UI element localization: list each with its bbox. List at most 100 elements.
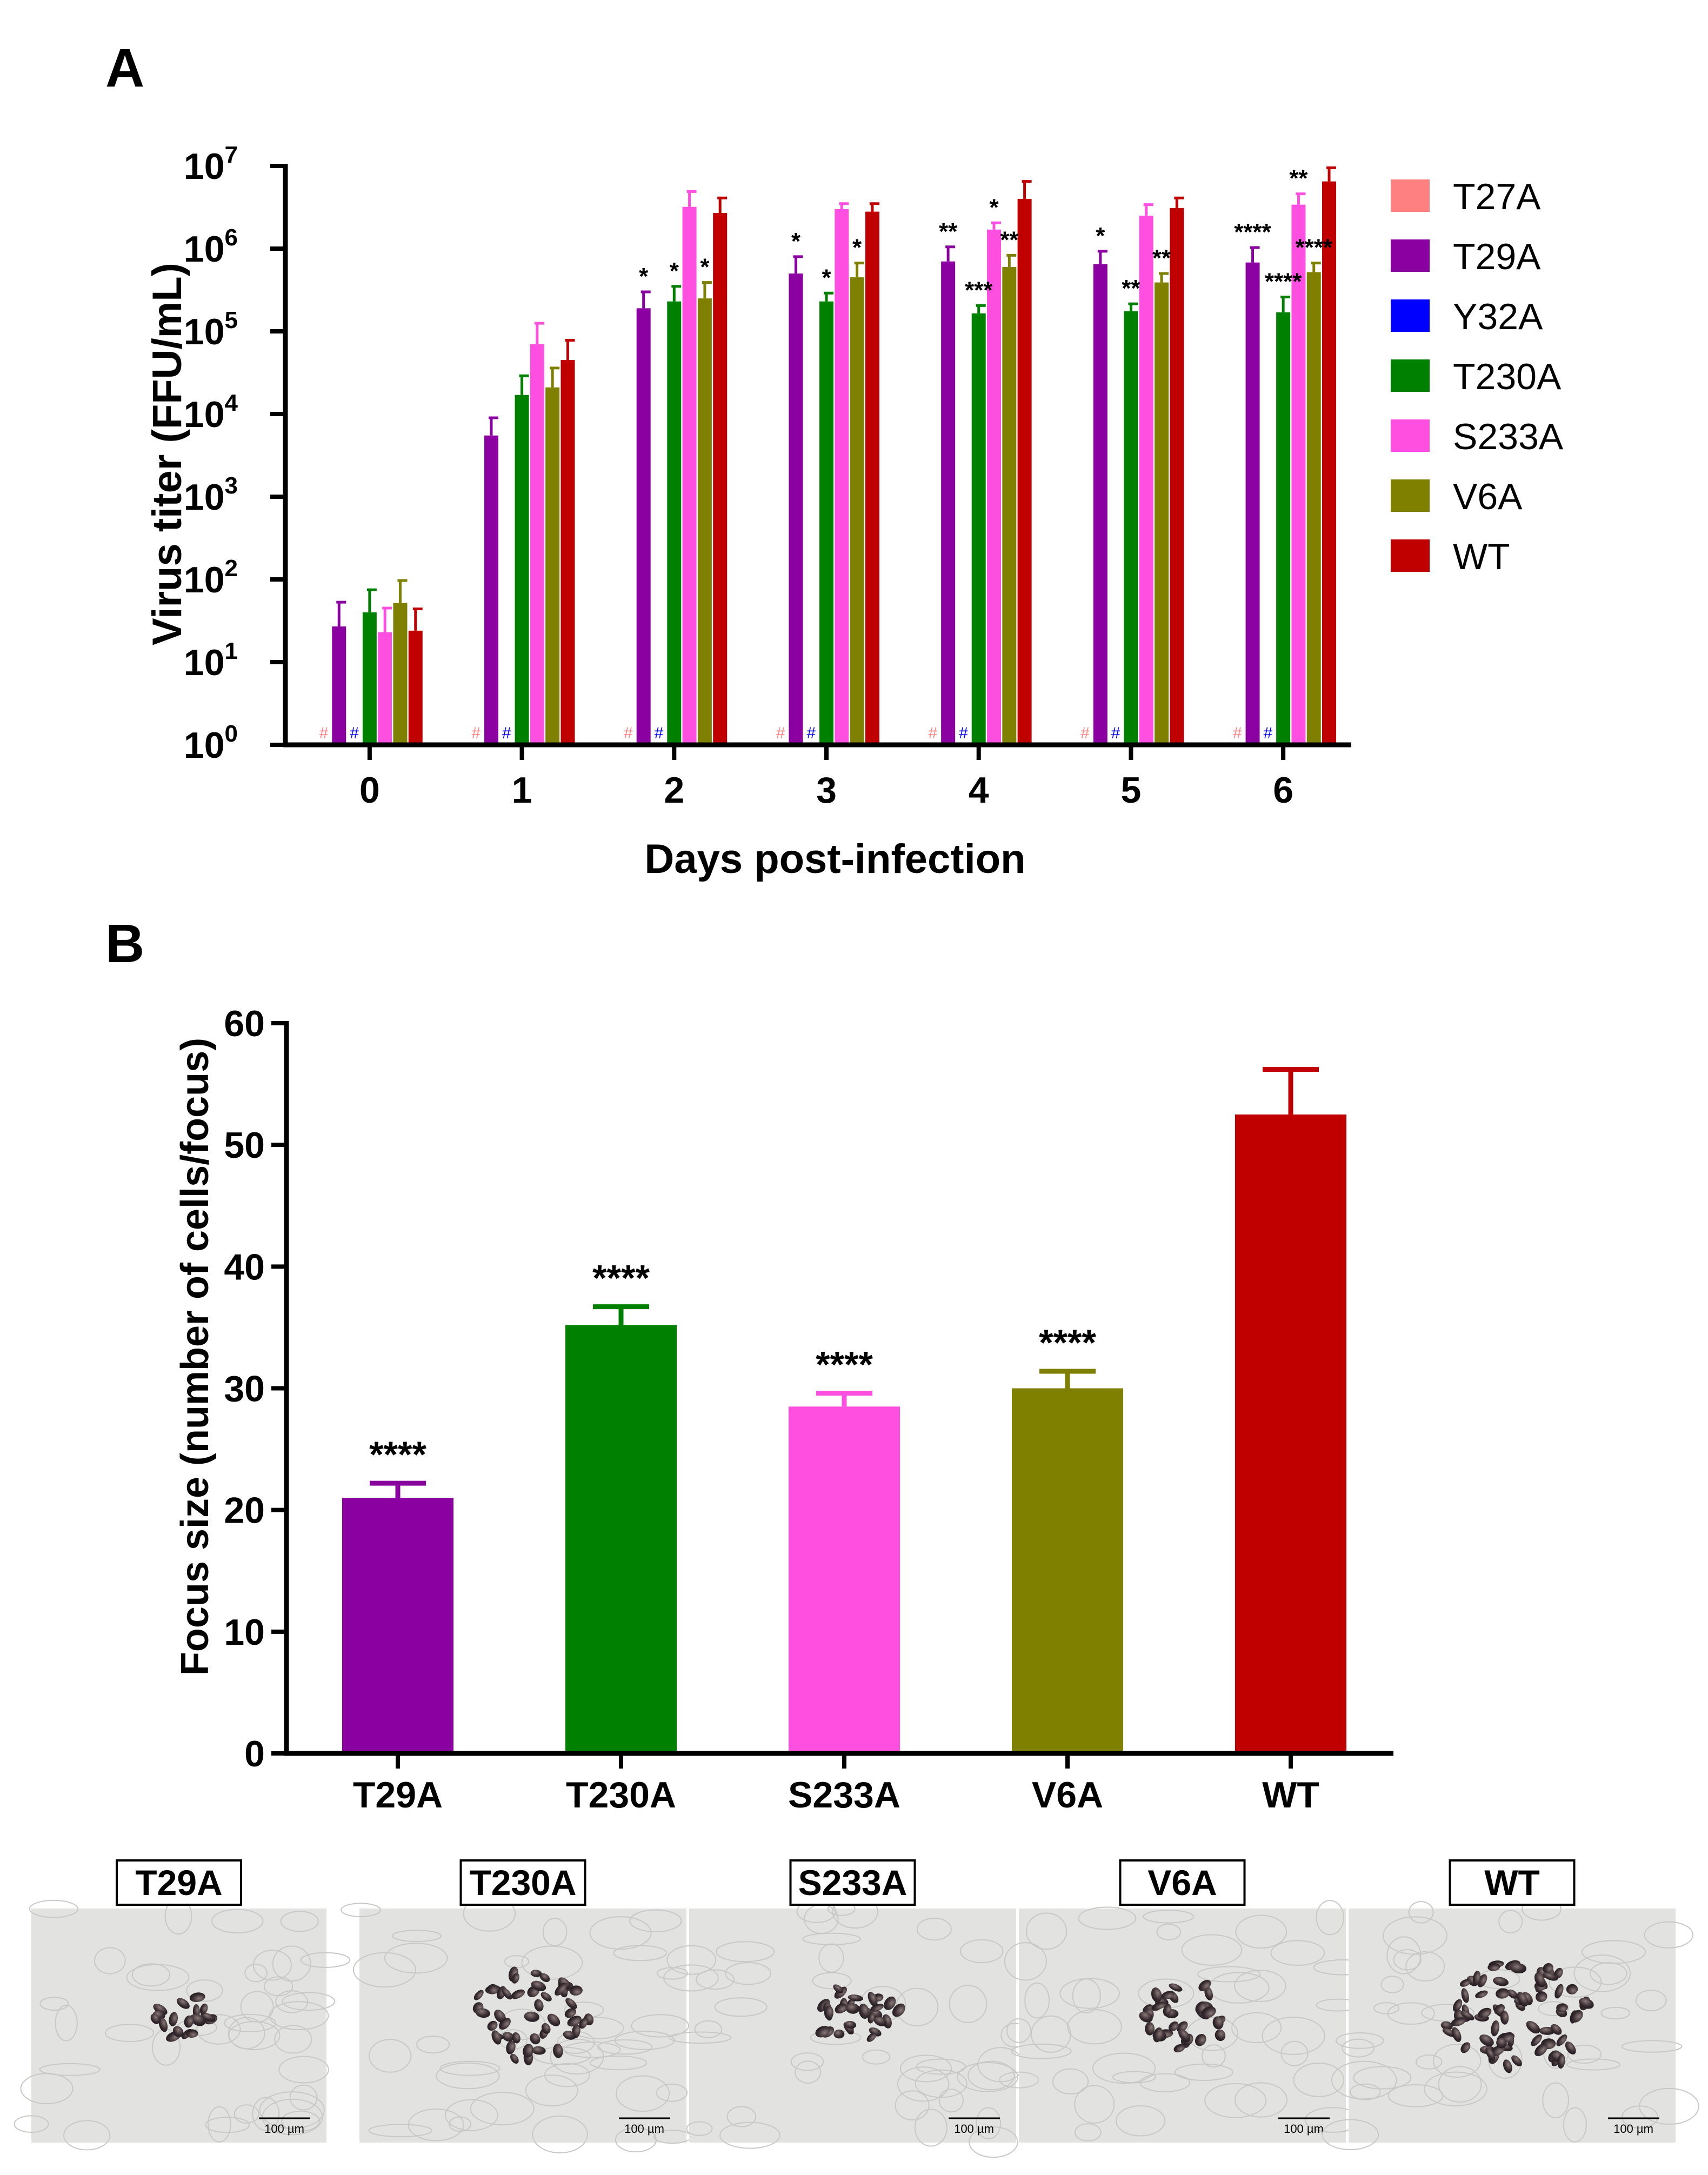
y-tick-label-b: 20 (224, 1490, 265, 1531)
stained-cell (1534, 1972, 1545, 1987)
micrograph-texture (1202, 2044, 1226, 2068)
bar-v6a-day-1 (545, 387, 560, 745)
micrograph-texture (1644, 1921, 1694, 1949)
stained-cell (1479, 2034, 1494, 2046)
stained-cell (153, 2004, 168, 2015)
micrograph-texture (899, 2054, 952, 2083)
micrograph-texture (272, 1945, 311, 1982)
bar-t230a-day-0 (362, 612, 377, 745)
micrograph-texture (1424, 2071, 1487, 2106)
micrograph-texture (1175, 2063, 1233, 2081)
micrograph-texture (1074, 2123, 1102, 2142)
micrograph-texture (205, 2117, 250, 2133)
stained-cell (506, 2040, 516, 2054)
below-detection-marker: # (502, 724, 511, 742)
micrograph-texture (280, 1911, 319, 1932)
micrograph-texture (656, 1967, 688, 1980)
bar-s233a-day-6 (1291, 204, 1306, 745)
bar-wt-day-2 (713, 213, 728, 745)
stained-cell (1152, 2001, 1166, 2010)
micrograph-texture (14, 2115, 49, 2133)
micrograph-texture (818, 1943, 844, 1973)
micrograph-texture (725, 1962, 771, 1985)
stained-cell (1173, 2044, 1185, 2053)
significance-annotation-a: * (822, 264, 831, 291)
micrograph-texture (525, 2074, 578, 2106)
x-tick-label-b: T29A (353, 1774, 443, 1816)
micrograph-label: T29A (135, 1863, 222, 1903)
micrograph-texture (1235, 1914, 1287, 1949)
legend-label-s233a: S233A (1453, 416, 1564, 457)
micrograph-texture (544, 2063, 590, 2087)
stained-cell (541, 2023, 551, 2034)
bar-t29a-day-0 (332, 626, 346, 745)
micrograph-texture (1639, 2087, 1699, 2125)
micrograph-texture (289, 2084, 318, 2111)
stained-cell (1472, 1970, 1481, 1986)
micrograph-v6a: 100 µm V6A (999, 1859, 1373, 2143)
micrograph-t29a: 100 µm T29A (14, 1859, 351, 2151)
stained-cell (1461, 1988, 1469, 2003)
micrograph-texture (1349, 2083, 1381, 2100)
micrograph-texture (449, 2116, 472, 2132)
micrograph-texture (368, 2039, 412, 2073)
micrograph-texture (597, 2039, 653, 2055)
scale-bar-label: 100 µm (264, 2122, 304, 2136)
x-tick-label-b: WT (1262, 1774, 1319, 1816)
micrograph-texture (563, 2041, 621, 2058)
micrograph-texture (196, 2014, 241, 2045)
micrograph-texture (63, 2120, 111, 2151)
stained-cell (1215, 2029, 1226, 2041)
micrograph-texture (613, 1945, 667, 1961)
legend-swatch-s233a (1391, 419, 1430, 452)
micrograph-texture (666, 1945, 717, 1975)
micrograph-texture (1432, 2044, 1482, 2078)
y-axis-label-a: Virus titer (FFU/mL) (144, 263, 190, 645)
stained-cell (158, 2017, 168, 2032)
stained-cell (1169, 1983, 1183, 1992)
bar-t29a-day-4 (941, 261, 956, 745)
bar-t230a (565, 1325, 677, 1753)
micrograph-texture (1542, 2082, 1569, 2119)
micrograph-texture (340, 1903, 382, 1917)
stained-cell (892, 2003, 905, 2017)
micrograph-texture (470, 2092, 535, 2126)
bar-wt (1235, 1114, 1346, 1753)
micrograph-texture (1204, 2083, 1267, 2118)
micrograph-texture (716, 1941, 775, 1963)
micrograph-label-box (1119, 1859, 1246, 1906)
micrograph-texture (968, 2060, 1015, 2091)
stained-cell (539, 1973, 550, 1983)
bar-s233a-day-5 (1139, 216, 1153, 745)
micrograph-texture (1635, 1990, 1667, 2012)
micrograph-texture (1197, 1966, 1261, 1983)
significance-annotation-b: **** (592, 1258, 650, 1299)
micrograph-texture (1566, 2058, 1621, 2071)
stained-cell (833, 2029, 845, 2039)
bar-s233a-day-4 (987, 229, 1002, 745)
micrograph-texture (233, 2104, 259, 2124)
micrograph-texture (1092, 2052, 1156, 2084)
micrograph-texture (352, 1952, 417, 1988)
micrograph-texture (1621, 2040, 1683, 2053)
stained-cell (541, 1992, 552, 2001)
x-ticks-a: 0 1 2 3 4 5 6 (359, 745, 1293, 811)
bar-wt-day-1 (561, 360, 575, 745)
stained-cell (1556, 2034, 1567, 2046)
micrograph-texture (1380, 1976, 1404, 1993)
stained-cell (1534, 2043, 1548, 2057)
micrograph-texture (1006, 2018, 1032, 2043)
micrograph-texture (589, 2056, 648, 2071)
micrograph-texture (281, 2110, 320, 2132)
stained-cell (1201, 2006, 1216, 2018)
y-tick-label-b: 60 (224, 1003, 265, 1044)
stained-cell (866, 2033, 877, 2042)
stained-cell (510, 2053, 519, 2064)
y-tick-label-b: 40 (224, 1246, 265, 1287)
stained-cell (1496, 1988, 1510, 1999)
stained-cell (1459, 1979, 1471, 1987)
stained-cell (1565, 2041, 1576, 2055)
micrograph-texture (1262, 2017, 1325, 2055)
stained-cell (1177, 2021, 1188, 2032)
below-detection-markers: # # # # # # # # # # # # # # (319, 724, 1273, 742)
